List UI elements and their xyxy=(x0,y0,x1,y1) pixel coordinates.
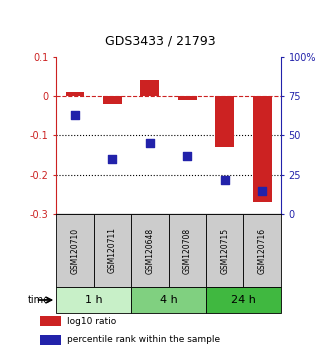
Text: 4 h: 4 h xyxy=(160,295,178,305)
Bar xyxy=(40,335,61,345)
Text: 24 h: 24 h xyxy=(231,295,256,305)
Text: GSM120648: GSM120648 xyxy=(145,227,154,274)
Point xyxy=(222,177,227,182)
Text: log10 ratio: log10 ratio xyxy=(67,317,117,326)
Bar xyxy=(94,214,131,287)
Point xyxy=(110,156,115,162)
Text: GSM120711: GSM120711 xyxy=(108,228,117,273)
Bar xyxy=(131,214,169,287)
Point xyxy=(260,188,265,193)
Text: GSM120710: GSM120710 xyxy=(70,227,79,274)
Point xyxy=(72,112,77,118)
Text: 1 h: 1 h xyxy=(85,295,102,305)
Bar xyxy=(141,80,159,96)
Bar xyxy=(169,214,206,287)
Bar xyxy=(40,316,61,326)
Text: percentile rank within the sample: percentile rank within the sample xyxy=(67,336,221,344)
Text: GSM120708: GSM120708 xyxy=(183,227,192,274)
Bar xyxy=(215,96,234,147)
Point xyxy=(147,141,152,146)
Text: GDS3433 / 21793: GDS3433 / 21793 xyxy=(105,35,216,48)
Bar xyxy=(103,96,122,104)
Text: GSM120715: GSM120715 xyxy=(220,227,229,274)
Bar xyxy=(206,287,281,313)
Bar xyxy=(253,96,272,202)
Bar xyxy=(56,214,94,287)
Bar xyxy=(178,96,196,100)
Text: time: time xyxy=(28,295,50,305)
Bar xyxy=(206,214,243,287)
Bar xyxy=(243,214,281,287)
Text: GSM120716: GSM120716 xyxy=(258,227,267,274)
Point xyxy=(185,153,190,159)
Bar xyxy=(56,287,131,313)
Bar xyxy=(131,287,206,313)
Bar xyxy=(65,92,84,96)
